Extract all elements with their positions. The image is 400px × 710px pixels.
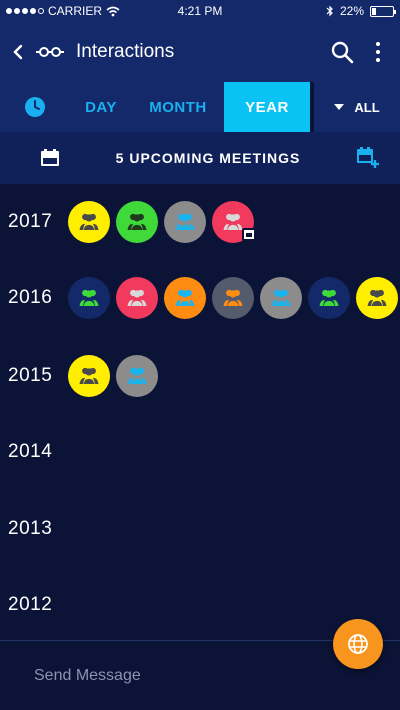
- year-row: 2016: [0, 273, 400, 323]
- people-group-icon: [175, 289, 195, 307]
- calendar-badge-icon: [242, 228, 256, 241]
- tab-divider: [310, 82, 314, 132]
- year-label: 2014: [8, 441, 53, 462]
- bluetooth-icon: [326, 5, 333, 17]
- globe-fab-button[interactable]: [333, 619, 383, 669]
- interaction-bubble[interactable]: [164, 277, 206, 319]
- signal-icon: [6, 8, 44, 14]
- status-left: CARRIER: [6, 4, 156, 18]
- interaction-bubble[interactable]: [68, 277, 110, 319]
- people-group-icon: [319, 289, 339, 307]
- interaction-bubbles: [68, 277, 398, 319]
- year-label: 2015: [8, 365, 53, 386]
- people-group-icon: [79, 213, 99, 231]
- battery-fill: [372, 7, 377, 15]
- interaction-bubbles: [68, 201, 256, 243]
- carrier-label: CARRIER: [48, 4, 103, 18]
- chevron-left-icon[interactable]: [10, 42, 26, 62]
- search-icon[interactable]: [330, 40, 354, 64]
- calendar-add-icon[interactable]: [356, 147, 380, 169]
- meetings-bar[interactable]: 5 UPCOMING MEETINGS: [0, 132, 400, 184]
- people-group-icon: [79, 367, 99, 385]
- more-vertical-icon[interactable]: [374, 42, 382, 62]
- tab-month[interactable]: MONTH: [149, 98, 207, 116]
- people-group-icon: [127, 289, 147, 307]
- filter-label: ALL: [354, 99, 380, 115]
- status-right: 22%: [244, 4, 396, 18]
- interaction-bubble[interactable]: [260, 277, 302, 319]
- message-input[interactable]: [34, 666, 294, 685]
- interaction-bubble[interactable]: [116, 201, 158, 243]
- year-label: 2016: [8, 287, 53, 308]
- filter-dropdown[interactable]: ALL: [314, 82, 400, 132]
- tab-clock[interactable]: [0, 82, 70, 132]
- people-group-icon: [367, 289, 387, 307]
- interaction-bubble[interactable]: [68, 355, 110, 397]
- people-group-icon: [127, 367, 147, 385]
- status-bar: CARRIER 4:21 PM 22%: [0, 0, 400, 22]
- wifi-icon: [106, 6, 120, 16]
- interaction-bubble[interactable]: [116, 355, 158, 397]
- battery-percent: 22%: [339, 4, 364, 18]
- year-label: 2013: [8, 518, 53, 539]
- year-row: 2013: [0, 504, 400, 554]
- people-group-icon: [223, 213, 243, 231]
- people-group-icon: [271, 289, 291, 307]
- battery-icon: [370, 5, 396, 17]
- caret-down-icon: [334, 104, 345, 110]
- year-label: 2017: [8, 211, 53, 232]
- people-group-icon: [175, 213, 195, 231]
- interaction-bubble[interactable]: [116, 277, 158, 319]
- tab-year[interactable]: YEAR: [224, 82, 310, 132]
- page-title: Interactions: [76, 41, 175, 62]
- app-bar: Interactions: [0, 22, 400, 82]
- interaction-bubble[interactable]: [356, 277, 398, 319]
- upcoming-meetings-label: 5 UPCOMING MEETINGS: [115, 150, 301, 166]
- timeline: 2017 2016 2015 2014 2013 2012: [0, 184, 400, 640]
- interaction-bubble[interactable]: [68, 201, 110, 243]
- year-row: 2012: [0, 580, 400, 630]
- interaction-bubble[interactable]: [164, 201, 206, 243]
- globe-icon: [348, 634, 368, 654]
- interaction-bubble[interactable]: [212, 277, 254, 319]
- year-row: 2017: [0, 197, 400, 247]
- interaction-bubble[interactable]: [308, 277, 350, 319]
- people-group-icon: [79, 289, 99, 307]
- interaction-bubble[interactable]: [212, 201, 256, 243]
- year-row: 2014: [0, 427, 400, 477]
- compose-bar: [0, 641, 400, 710]
- people-group-icon: [223, 289, 243, 307]
- divider: [0, 640, 400, 641]
- status-time: 4:21 PM: [177, 4, 223, 18]
- period-tabs: DAY MONTH YEAR ALL: [0, 82, 400, 132]
- calendar-icon[interactable]: [40, 149, 60, 167]
- people-group-icon: [127, 213, 147, 231]
- tab-day[interactable]: DAY: [85, 98, 117, 116]
- connections-icon: [36, 47, 64, 57]
- year-row: 2015: [0, 351, 400, 401]
- interaction-bubbles: [68, 355, 158, 397]
- year-label: 2012: [8, 594, 53, 615]
- clock-icon: [25, 97, 45, 117]
